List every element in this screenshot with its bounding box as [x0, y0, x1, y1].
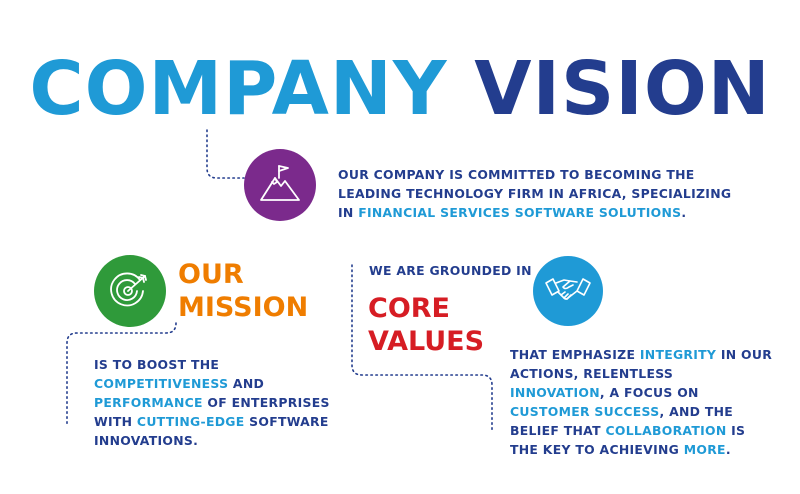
values-line-4-b: , AND THE — [659, 404, 734, 419]
values-highlight-customer-success: CUSTOMER SUCCESS — [510, 404, 660, 419]
mission-line-3: PERFORMANCE OF ENTERPRISES — [94, 393, 330, 412]
mission-highlight-performance: PERFORMANCE — [94, 395, 203, 410]
values-line-6-c: . — [725, 442, 731, 457]
values-heading-line-2: VALUES — [368, 326, 485, 357]
values-line-5-c: IS — [726, 423, 746, 438]
mission-heading-line-2: MISSION — [178, 292, 309, 323]
values-line-3-b: , A FOCUS ON — [599, 385, 699, 400]
values-line-3: INNOVATION, A FOCUS ON — [510, 383, 772, 402]
mission-line-4: WITH CUTTING-EDGE SOFTWARE — [94, 412, 330, 431]
vision-line-3-a: IN — [338, 205, 359, 220]
values-intro: WE ARE GROUNDED IN — [369, 263, 532, 278]
values-line-1: THAT EMPHASIZE INTEGRITY IN OUR — [510, 345, 772, 364]
values-line-6: THE KEY TO ACHIEVING MORE. — [510, 440, 772, 459]
vision-icon-circle — [244, 149, 316, 221]
mission-line-4-a: WITH — [94, 414, 137, 429]
values-heading-line-1: CORE — [368, 293, 451, 324]
values-connector — [351, 264, 493, 431]
mission-highlight-competitiveness: COMPETITIVENESS — [94, 376, 229, 391]
values-highlight-collaboration: COLLABORATION — [605, 423, 727, 438]
vision-line-1: OUR COMPANY IS COMMITTED TO BECOMING THE — [338, 167, 695, 182]
mission-heading: OUR MISSION — [178, 258, 308, 324]
mission-line-2: COMPETITIVENESS AND — [94, 374, 330, 393]
values-line-1-c: IN OUR — [716, 347, 773, 362]
values-line-5-a: BELIEF THAT — [510, 423, 606, 438]
values-highlight-integrity: INTEGRITY — [639, 347, 717, 362]
mountain-flag-icon — [260, 165, 300, 201]
values-highlight-innovation: INNOVATION — [510, 385, 600, 400]
mission-line-5: INNOVATIONS. — [94, 433, 199, 448]
mission-line-3-b: OF ENTERPRISES — [202, 395, 330, 410]
vision-line-3: IN FINANCIAL SERVICES SOFTWARE SOLUTIONS… — [338, 203, 731, 222]
vision-statement: OUR COMPANY IS COMMITTED TO BECOMING THE… — [338, 165, 731, 222]
values-line-1-a: THAT EMPHASIZE — [510, 347, 640, 362]
title-word-company: COMPANY — [29, 46, 448, 132]
values-heading: CORE VALUES — [368, 292, 484, 358]
values-statement: THAT EMPHASIZE INTEGRITY IN OUR ACTIONS,… — [510, 345, 772, 459]
mission-line-1: IS TO BOOST THE — [94, 357, 220, 372]
values-highlight-more: MORE — [683, 442, 726, 457]
mission-statement: IS TO BOOST THE COMPETITIVENESS AND PERF… — [94, 355, 330, 450]
vision-line-2: LEADING TECHNOLOGY FIRM IN AFRICA, SPECI… — [338, 186, 732, 201]
vision-connector — [206, 129, 245, 179]
handshake-icon — [545, 278, 591, 300]
mission-line-4-c: SOFTWARE — [244, 414, 329, 429]
values-line-2: ACTIONS, RELENTLESS — [510, 366, 674, 381]
mission-highlight-cutting-edge: CUTTING-EDGE — [136, 414, 245, 429]
values-icon-circle — [533, 256, 603, 326]
mission-connector — [66, 322, 177, 426]
mission-icon-circle — [94, 255, 166, 327]
vision-line-3-c: . — [681, 205, 687, 220]
target-icon — [110, 272, 147, 307]
page-title: COMPANY VISION — [0, 52, 800, 126]
mission-heading-line-1: OUR — [178, 259, 244, 290]
values-line-4: CUSTOMER SUCCESS, AND THE — [510, 402, 772, 421]
values-line-5: BELIEF THAT COLLABORATION IS — [510, 421, 772, 440]
values-line-6-a: THE KEY TO ACHIEVING — [510, 442, 684, 457]
title-word-vision: VISION — [474, 46, 771, 132]
vision-highlight: FINANCIAL SERVICES SOFTWARE SOLUTIONS — [358, 205, 682, 220]
mission-line-2-b: AND — [228, 376, 265, 391]
